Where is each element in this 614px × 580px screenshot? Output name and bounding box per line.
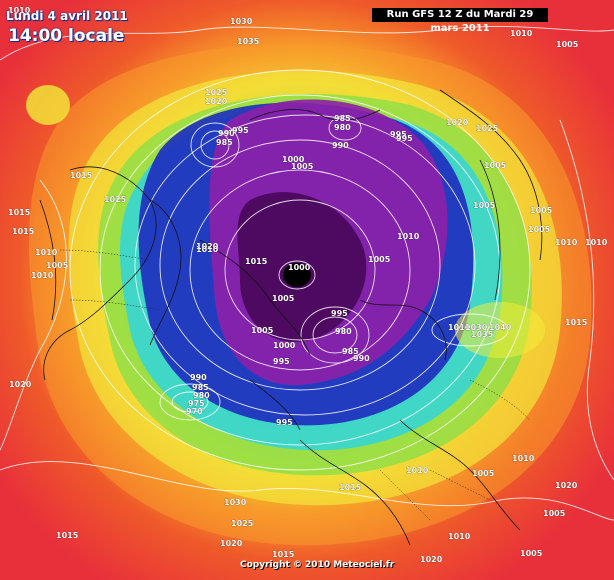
isobar-label: 985 xyxy=(192,383,209,392)
isobar-label: 995 xyxy=(232,126,249,135)
isobar-label: 1010 xyxy=(31,271,54,280)
isobar-label: 990 xyxy=(218,129,235,138)
isobar-label: 995 xyxy=(276,418,293,427)
isobar-label: 1010 xyxy=(448,323,471,332)
isobar-label: 1010 xyxy=(196,245,219,254)
isobar-label: 1015 xyxy=(565,318,588,327)
isobar-label: 1015 xyxy=(70,171,93,180)
isobar-label: 1025 xyxy=(231,519,254,528)
isobar-lines xyxy=(0,26,614,521)
isobar-labels: 1010 1030 1035 1005 1010 1025 1020 990 9… xyxy=(8,6,608,564)
isobar-label: 990 xyxy=(332,141,349,150)
isobar-label: 1000 xyxy=(288,263,311,272)
isobar-label: 995 xyxy=(396,134,413,143)
isobar-label: 980 xyxy=(334,123,351,132)
isobar-label: 985 xyxy=(334,114,351,123)
isobar-label: 990 xyxy=(353,354,370,363)
low-core-pole xyxy=(283,263,311,287)
isobar-label: 995 xyxy=(390,130,407,139)
isobar-label: 985 xyxy=(216,138,233,147)
isobar-label: 1005 xyxy=(543,509,566,518)
isobar-label: 1005 xyxy=(291,162,314,171)
isobar-label: 1015 xyxy=(56,531,79,540)
isobar-label: 1005 xyxy=(251,326,274,335)
isobar-label: 1010 xyxy=(448,532,471,541)
coastlines xyxy=(39,89,543,546)
isobar-label: 1005 xyxy=(472,469,495,478)
isobar-label: 1010 xyxy=(406,466,429,475)
isobar-label: 1025 xyxy=(205,88,228,97)
model-run-label: Run GFS 12 Z du Mardi 29 mars 2011 xyxy=(372,8,548,34)
forecast-date: Lundi 4 avril 2011 xyxy=(6,9,128,23)
isobar-label: 995 xyxy=(273,357,290,366)
isobar-label: 995 xyxy=(331,309,348,318)
isobar-label: 1030 xyxy=(230,17,253,26)
high-cell-east xyxy=(455,302,545,358)
isobar-label: 1005 xyxy=(368,255,391,264)
isobar-label: 1015 xyxy=(8,208,31,217)
copyright-notice: Copyright © 2010 Meteociel.fr xyxy=(240,560,395,570)
isobar-label: 990 xyxy=(190,373,207,382)
isobar-label: 970 xyxy=(186,407,203,416)
isobar-label: 1020 xyxy=(555,481,578,490)
isobar-label: 1005 xyxy=(473,201,496,210)
forecast-time: 14:00 locale xyxy=(8,26,125,46)
isobar-label: 1005 xyxy=(46,261,69,270)
isobar-label: 1020 xyxy=(420,555,443,564)
isobar-label: 1025 xyxy=(476,124,499,133)
isobar-label: 1010 xyxy=(512,454,535,463)
isobar-label: 1030 xyxy=(224,498,247,507)
isobar-label: 1040 xyxy=(489,323,512,332)
isobar-label: 1020 xyxy=(446,118,469,127)
isobar-label: 1025 xyxy=(104,195,127,204)
isobar-label: 1020 xyxy=(9,380,32,389)
isobar-label: 1005 xyxy=(556,40,579,49)
isobar-label: 1005 xyxy=(530,206,553,215)
isobar-label: 1010 xyxy=(397,232,420,241)
isobar-label: 1020 xyxy=(196,242,219,251)
isobar-label: 1005 xyxy=(528,225,551,234)
isobar-label: 1005 xyxy=(272,294,295,303)
isobar-label: 1010 xyxy=(555,238,578,247)
isobar-label: 1030 xyxy=(465,323,488,332)
isobar-label: 1010 xyxy=(35,248,58,257)
isobar-label: 1015 xyxy=(339,483,362,492)
isobar-label: 1015 xyxy=(12,227,35,236)
isobar-label: 975 xyxy=(188,399,205,408)
high-cell-northwest xyxy=(26,85,70,125)
isobar-label: 1005 xyxy=(484,161,507,170)
isobar-label: 1000 xyxy=(273,341,296,350)
isobar-label: 1000 xyxy=(282,155,305,164)
isobar-label: 1035 xyxy=(471,330,494,339)
isobar-label: 980 xyxy=(193,391,210,400)
isobar-label: 980 xyxy=(335,327,352,336)
isobar-label: 1010 xyxy=(8,6,31,15)
isobar-label: 985 xyxy=(342,347,359,356)
isobar-label: 1035 xyxy=(237,37,260,46)
isobar-label: 1015 xyxy=(272,550,295,559)
isobar-label: 1010 xyxy=(510,29,533,38)
isobar-label: 1015 xyxy=(245,257,268,266)
isobar-label: 1010 xyxy=(585,238,608,247)
isobar-label: 1020 xyxy=(205,97,228,106)
isobar-label: 1020 xyxy=(220,539,243,548)
isobar-label: 1005 xyxy=(520,549,543,558)
